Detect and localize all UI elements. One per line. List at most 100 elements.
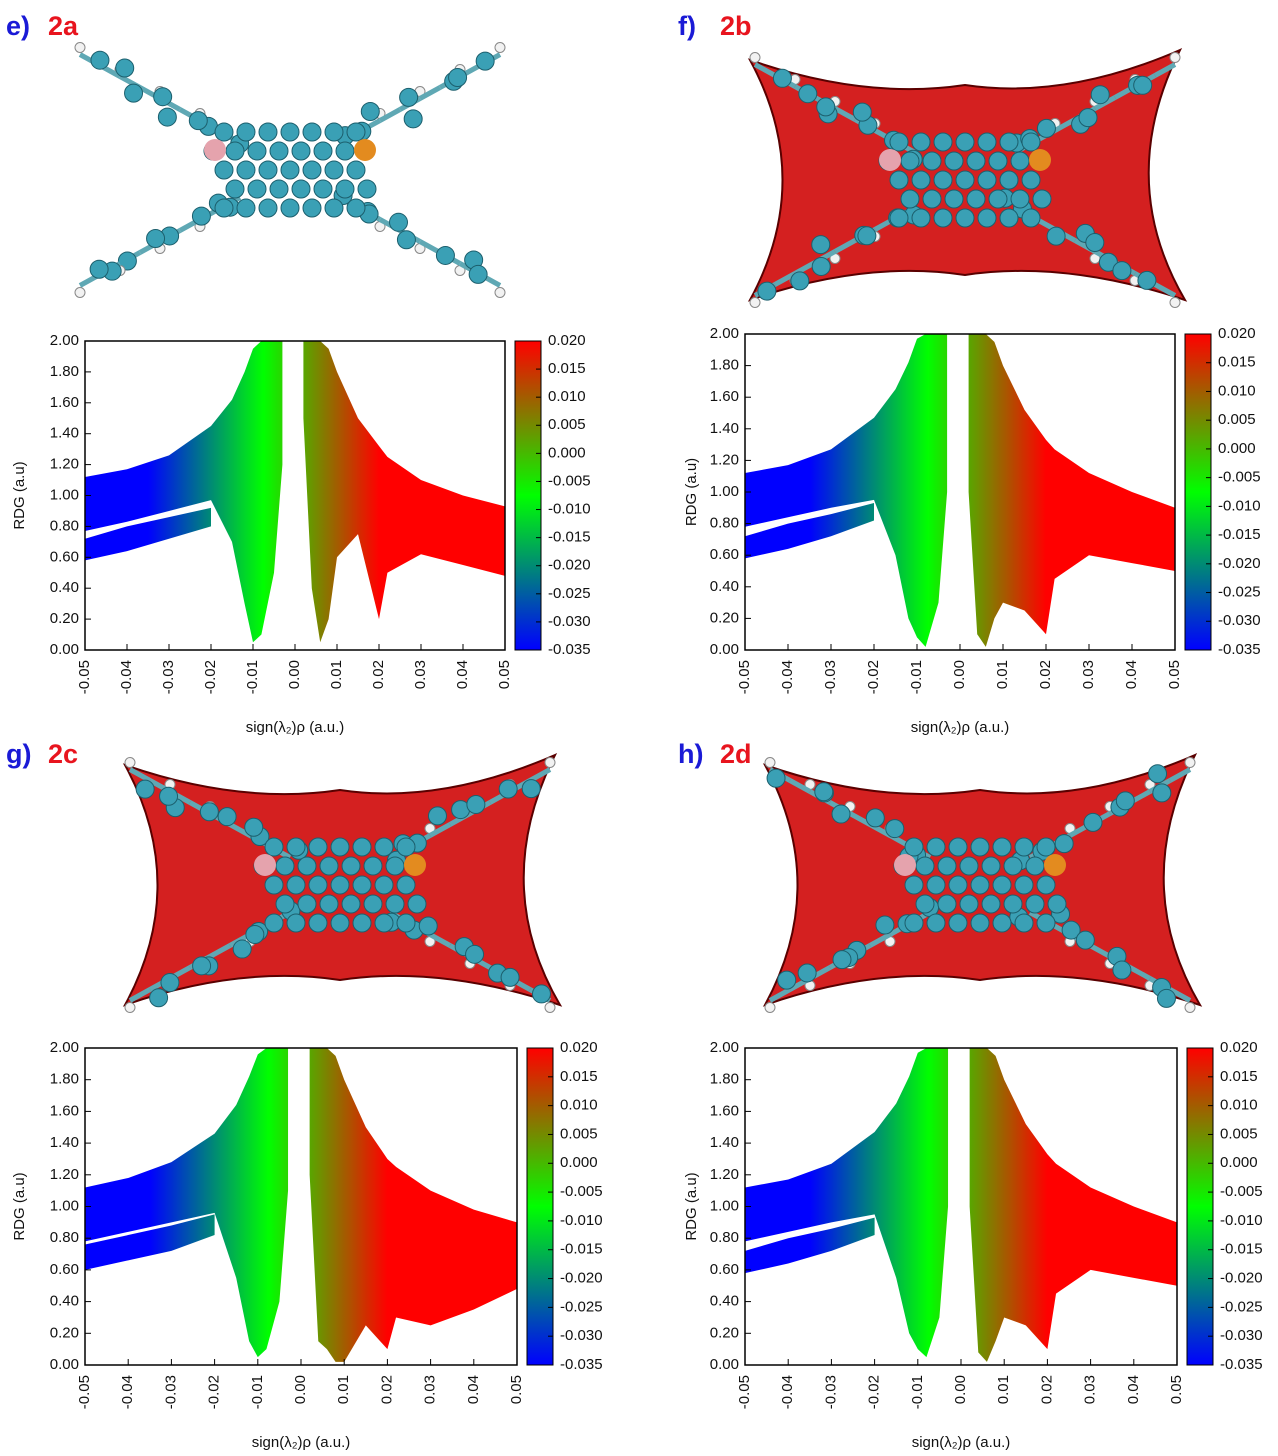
atom xyxy=(244,817,264,837)
atom xyxy=(225,141,245,161)
x-tick-label: -0.04 xyxy=(119,1375,136,1409)
atom-h xyxy=(749,52,761,63)
atom xyxy=(258,160,278,180)
atom xyxy=(1010,189,1030,209)
atom xyxy=(1003,894,1023,914)
atom xyxy=(1075,930,1095,950)
atom xyxy=(790,271,810,291)
atom xyxy=(286,875,306,895)
atom xyxy=(191,206,211,226)
y-tick-label: 1.00 xyxy=(50,486,79,503)
atom xyxy=(236,122,256,142)
y-tick-label: 0.40 xyxy=(710,578,739,595)
x-tick-label: -0.02 xyxy=(206,1375,223,1409)
colorbar-tick-label: -0.005 xyxy=(548,472,591,489)
atom xyxy=(955,132,975,152)
atom xyxy=(286,913,306,933)
colorbar-tick-label: -0.015 xyxy=(560,1241,603,1258)
y-tick-label: 1.20 xyxy=(710,451,739,468)
atom xyxy=(1021,170,1041,190)
atom xyxy=(970,875,990,895)
bond xyxy=(1128,965,1152,981)
atom xyxy=(814,782,834,802)
y-tick-label: 0.80 xyxy=(710,515,739,532)
colorbar-tick-label: 0.015 xyxy=(560,1068,598,1085)
atom xyxy=(1025,894,1045,914)
colorbar xyxy=(514,340,542,651)
y-tick-label: 1.60 xyxy=(50,394,79,411)
atom-b xyxy=(894,854,916,876)
y-tick-label: 0.00 xyxy=(710,641,739,658)
x-tick-label: 0.04 xyxy=(1125,1375,1142,1404)
colorbar-tick-label: -0.035 xyxy=(1220,1356,1263,1373)
atom xyxy=(357,179,377,199)
atom xyxy=(297,894,317,914)
atom xyxy=(757,281,777,301)
bond xyxy=(228,822,252,838)
x-tick-label: -0.02 xyxy=(866,1375,883,1409)
atom xyxy=(1003,856,1023,876)
atom xyxy=(245,924,265,944)
atom xyxy=(966,189,986,209)
x-tick-label: 0.02 xyxy=(370,660,387,689)
molecule-image xyxy=(762,752,1203,1013)
rdg-cloud xyxy=(969,1048,1177,1362)
atom xyxy=(1061,920,1081,940)
colorbar-tick-label: -0.015 xyxy=(1218,526,1261,543)
x-tick-label: 0.00 xyxy=(951,660,968,689)
atom xyxy=(1083,812,1103,832)
atom xyxy=(1148,764,1168,784)
x-tick-label: 0.01 xyxy=(995,1375,1012,1404)
atom xyxy=(291,141,311,161)
bond xyxy=(418,239,442,255)
atom xyxy=(1085,233,1105,253)
atom xyxy=(926,837,946,857)
bond xyxy=(833,106,857,122)
colorbar-tick-label: -0.030 xyxy=(1220,1327,1263,1344)
x-tick-label: -0.04 xyxy=(779,660,796,694)
atom xyxy=(117,251,137,271)
atom xyxy=(385,856,405,876)
x-tick-label: -0.05 xyxy=(76,1375,93,1409)
y-tick-label: 1.00 xyxy=(50,1197,79,1214)
x-tick-label: -0.05 xyxy=(736,1375,753,1409)
atom xyxy=(435,245,455,265)
colorbar-tick-label: -0.005 xyxy=(1220,1183,1263,1200)
atom xyxy=(852,102,872,122)
y-tick-label: 0.60 xyxy=(710,546,739,563)
atom xyxy=(247,141,267,161)
x-tick-label: -0.03 xyxy=(822,1375,839,1409)
atom xyxy=(900,151,920,171)
colorbar-tick-label: 0.010 xyxy=(548,388,586,405)
bond xyxy=(1153,282,1177,298)
bond xyxy=(128,987,152,1003)
x-tick-label: -0.01 xyxy=(244,660,261,694)
colorbar-tick-label: -0.005 xyxy=(560,1183,603,1200)
bond xyxy=(378,107,402,123)
y-tick-label: 1.80 xyxy=(50,1071,79,1088)
atom xyxy=(407,894,427,914)
colorbar-tick-label: -0.015 xyxy=(1220,1241,1263,1258)
y-tick-label: 0.40 xyxy=(50,579,79,596)
atom xyxy=(966,151,986,171)
x-axis-title: sign(λ₂)ρ (a.u.) xyxy=(912,1434,1011,1451)
atom xyxy=(889,170,909,190)
panel-label: f) xyxy=(678,11,696,41)
bond xyxy=(1088,943,1112,959)
panel-label: e) xyxy=(6,11,30,41)
atom xyxy=(900,189,920,209)
atom xyxy=(1054,834,1074,854)
atom xyxy=(944,151,964,171)
atom xyxy=(1010,151,1030,171)
atom-h xyxy=(749,297,761,308)
colorbar xyxy=(1186,1047,1214,1366)
atom xyxy=(955,170,975,190)
bond xyxy=(1153,62,1177,78)
atom xyxy=(160,973,180,993)
colorbar-tick-label: -0.035 xyxy=(560,1356,603,1373)
colorbar-tick-label: 0.005 xyxy=(560,1125,598,1142)
colorbar-tick-label: 0.000 xyxy=(1218,440,1256,457)
x-tick-label: 0.04 xyxy=(454,660,471,689)
y-tick-label: 2.00 xyxy=(50,332,79,349)
atom xyxy=(330,837,350,857)
